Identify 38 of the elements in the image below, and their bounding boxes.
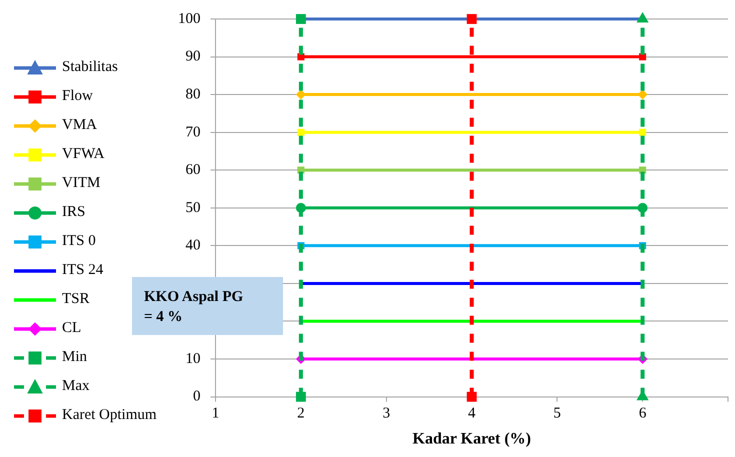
y-tick-label: 80 bbox=[186, 86, 200, 102]
y-tick-label: 40 bbox=[186, 238, 200, 254]
legend-label: IRS bbox=[62, 204, 86, 221]
y-tick-label: 50 bbox=[186, 200, 200, 216]
legend-label: Stabilitas bbox=[62, 59, 118, 76]
x-tick-label: 3 bbox=[382, 406, 390, 422]
point bbox=[297, 128, 304, 136]
x-tick-label: 6 bbox=[638, 406, 647, 422]
legend-label: VFWA bbox=[62, 146, 105, 163]
y-tick-label: 60 bbox=[186, 162, 200, 178]
y-tick-label: 70 bbox=[186, 124, 200, 140]
point bbox=[466, 392, 477, 402]
y-tick-label: 10 bbox=[186, 350, 200, 367]
point bbox=[296, 14, 306, 24]
legend-label: VITM bbox=[62, 175, 100, 192]
legend-label: Max bbox=[62, 378, 90, 395]
point bbox=[638, 90, 648, 100]
legend-label: TSR bbox=[62, 291, 90, 308]
point bbox=[639, 128, 646, 136]
legend-label: CL bbox=[62, 320, 82, 337]
x-tick-label: 1 bbox=[212, 406, 220, 422]
x-axis-title: Kadar Karet (%) bbox=[412, 430, 531, 448]
legend-label: ITS 0 bbox=[62, 233, 96, 250]
x-tick-label: 2 bbox=[297, 406, 305, 422]
y-tick-label: 0 bbox=[193, 388, 200, 405]
x-tick-label: 4 bbox=[468, 406, 476, 422]
point bbox=[466, 14, 477, 24]
y-tick-label: 90 bbox=[186, 48, 200, 65]
legend-label: Flow bbox=[62, 88, 93, 105]
note-box: KKO Aspal PG = 4 % bbox=[132, 277, 283, 335]
point bbox=[296, 392, 306, 402]
legend-label: Min bbox=[62, 349, 88, 366]
x-tick-label: 5 bbox=[553, 406, 561, 422]
legend-label: Karet Optimum bbox=[62, 407, 157, 424]
point bbox=[296, 90, 306, 100]
y-tick-label: 100 bbox=[178, 10, 200, 27]
legend-label: ITS 24 bbox=[62, 262, 104, 279]
legend-label: VMA bbox=[62, 117, 98, 134]
